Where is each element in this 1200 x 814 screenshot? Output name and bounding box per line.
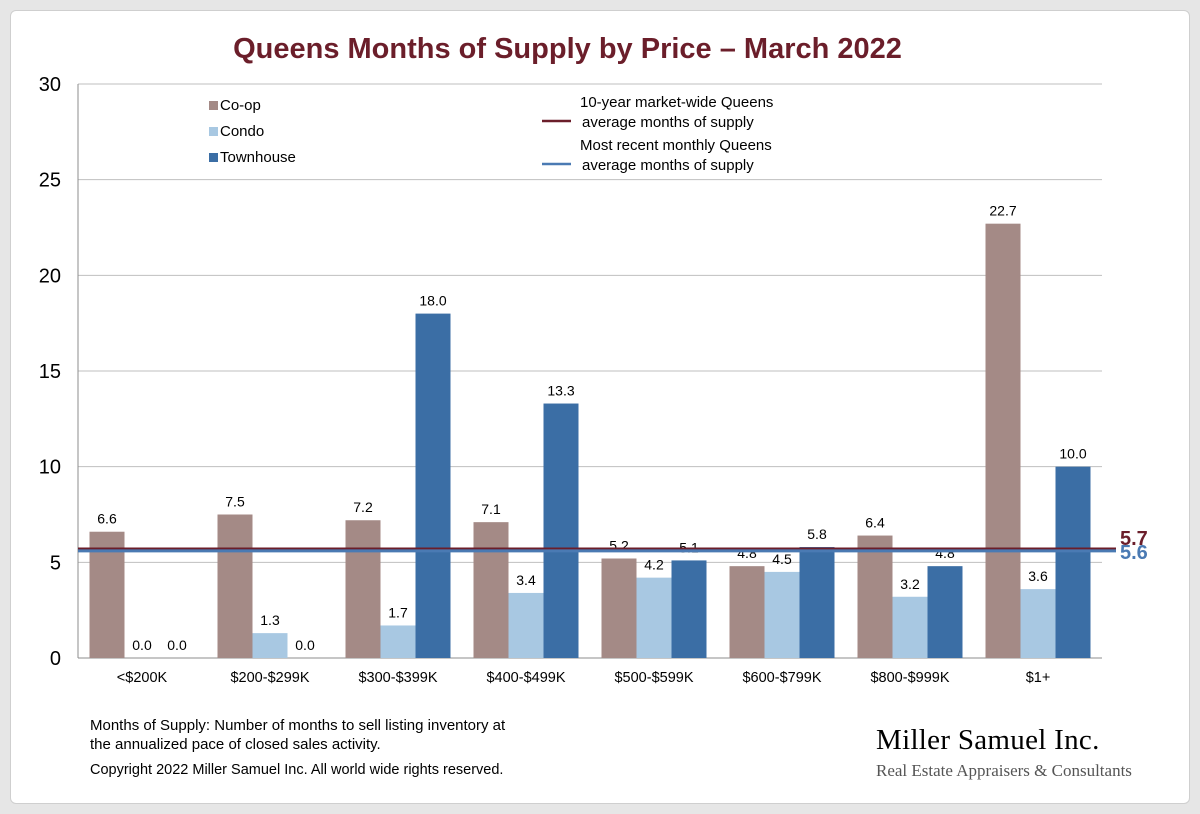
bar-townhouse	[799, 547, 835, 658]
y-tick-label: 15	[39, 361, 61, 383]
bar-condo	[252, 633, 288, 658]
bar-condo	[380, 625, 416, 658]
data-label: 0.0	[132, 637, 152, 653]
y-tick-label: 25	[39, 170, 61, 192]
bar-townhouse	[415, 313, 451, 658]
data-label: 6.4	[865, 515, 885, 531]
data-label: 1.7	[388, 604, 408, 620]
data-label: 7.2	[353, 499, 373, 515]
bar-townhouse	[671, 560, 707, 658]
bar-townhouse	[927, 566, 963, 658]
y-tick-label: 30	[39, 74, 61, 96]
bar-co-op	[729, 566, 765, 658]
legend-swatch-townhouse	[209, 153, 218, 162]
bar-co-op	[217, 514, 253, 658]
data-label: 3.2	[900, 576, 920, 592]
legend-label: Condo	[220, 123, 264, 140]
company-logo: Miller Samuel Inc. Real Estate Appraiser…	[876, 724, 1132, 781]
y-tick-label: 10	[39, 457, 61, 479]
x-tick-label: $400-$499K	[486, 670, 565, 686]
data-label: 4.2	[644, 557, 664, 573]
data-label: 22.7	[989, 203, 1016, 219]
chart-title: Queens Months of Supply by Price – March…	[233, 33, 902, 65]
bar-co-op	[857, 535, 893, 658]
bar-co-op	[473, 522, 509, 658]
legend-label: 10-year market-wide Queens	[580, 94, 773, 111]
data-label: 6.6	[97, 511, 117, 527]
footnote-line-2: the annualized pace of closed sales acti…	[90, 736, 381, 753]
bar-condo	[636, 577, 672, 658]
data-label: 0.0	[295, 637, 315, 653]
bar-townhouse	[1055, 466, 1091, 658]
legend-label: average months of supply	[582, 157, 754, 174]
x-tick-label: $500-$599K	[614, 670, 693, 686]
data-label: 13.3	[547, 383, 574, 399]
x-tick-label: $600-$799K	[742, 670, 821, 686]
bar-condo	[508, 592, 544, 658]
y-tick-label: 0	[50, 648, 61, 670]
legend-label: Townhouse	[220, 149, 296, 166]
legend-swatch-co-op	[209, 101, 218, 110]
data-label: 0.0	[167, 637, 187, 653]
reference-value-label: 5.7	[1120, 528, 1148, 550]
data-label: 1.3	[260, 612, 280, 628]
bar-co-op	[89, 531, 125, 658]
data-label: 5.8	[807, 526, 827, 542]
x-tick-label: $200-$299K	[230, 670, 309, 686]
footnote: Months of Supply: Number of months to se…	[90, 716, 505, 754]
logo-tagline: Real Estate Appraisers & Consultants	[876, 761, 1132, 780]
footnote-line-1: Months of Supply: Number of months to se…	[90, 717, 506, 734]
bar-co-op	[601, 558, 637, 658]
x-tick-label: <$200K	[117, 670, 168, 686]
legend-swatch-condo	[209, 127, 218, 136]
y-tick-label: 20	[39, 265, 61, 287]
data-label: 4.5	[772, 551, 792, 567]
data-label: 3.6	[1028, 568, 1048, 584]
bar-condo	[764, 571, 800, 658]
y-tick-label: 5	[50, 552, 61, 574]
data-label: 18.0	[419, 293, 446, 309]
legend-label: Most recent monthly Queens	[580, 137, 772, 154]
x-tick-label: $800-$999K	[870, 670, 949, 686]
reference-value-label: 5.6	[1120, 542, 1148, 564]
copyright-text: Copyright 2022 Miller Samuel Inc. All wo…	[90, 762, 504, 778]
bar-condo	[1020, 589, 1056, 658]
x-tick-label: $1+	[1026, 670, 1051, 686]
logo-name: Miller Samuel Inc.	[876, 724, 1100, 756]
bar-condo	[892, 596, 928, 658]
x-tick-label: $300-$399K	[358, 670, 437, 686]
bar-townhouse	[543, 403, 579, 658]
data-label: 5.1	[679, 539, 699, 555]
data-label: 3.4	[516, 572, 536, 588]
data-label: 7.5	[225, 494, 245, 510]
legend-label: Co-op	[220, 97, 261, 114]
legend-label: average months of supply	[582, 114, 754, 131]
bar-co-op	[985, 223, 1021, 658]
data-label: 7.1	[481, 501, 501, 517]
data-label: 10.0	[1059, 446, 1086, 462]
bar-co-op	[345, 520, 381, 658]
